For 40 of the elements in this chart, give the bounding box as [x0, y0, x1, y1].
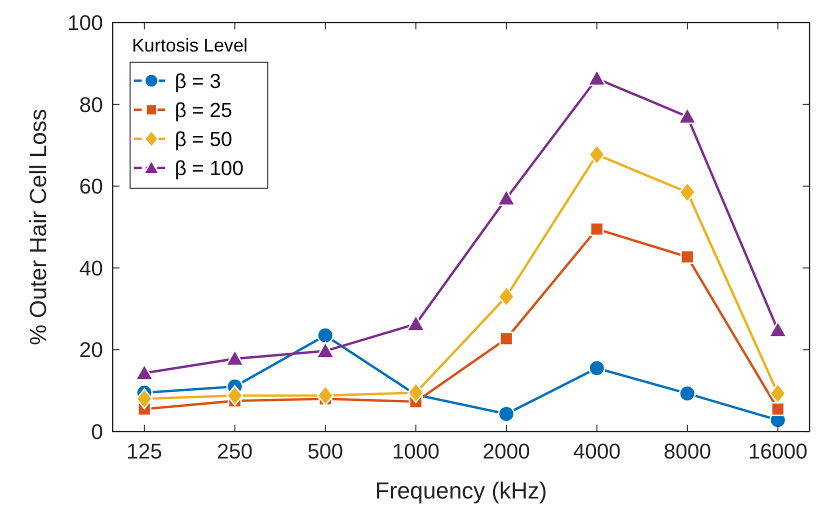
point — [316, 385, 334, 406]
x-tick-label: 125 — [126, 440, 162, 464]
point — [678, 385, 696, 402]
x-tick-label: 1000 — [392, 440, 440, 464]
point — [136, 388, 153, 410]
legend-label: β = 100 — [174, 158, 244, 180]
y-tick-label: 40 — [79, 256, 104, 280]
legend-label: β = 25 — [174, 100, 232, 122]
x-axis-title: Frequency (kHz) — [375, 477, 548, 504]
point — [498, 286, 515, 307]
point — [498, 405, 515, 422]
x-tick-label: 250 — [217, 440, 253, 464]
legend-label: β = 50 — [174, 128, 232, 151]
x-tick-label: 4000 — [573, 440, 621, 464]
point — [590, 222, 604, 236]
point — [316, 326, 334, 344]
y-axis-title: % Outer Hair Cell Loss — [24, 108, 51, 346]
point — [316, 342, 335, 358]
point — [406, 314, 426, 332]
point — [499, 332, 514, 346]
point — [680, 250, 694, 264]
point — [226, 385, 244, 406]
point — [770, 402, 785, 416]
y-tick-label: 80 — [79, 92, 104, 117]
y-tick-label: 100 — [67, 11, 104, 35]
point — [768, 320, 788, 338]
point — [407, 382, 424, 404]
legend-label: β = 3 — [174, 70, 221, 93]
y-tick-label: 60 — [79, 174, 104, 199]
x-tick-label: 16000 — [748, 440, 808, 464]
point — [588, 144, 606, 166]
point — [769, 383, 786, 404]
y-tick-label: 20 — [79, 338, 104, 362]
point — [678, 182, 696, 203]
x-tick-label: 2000 — [482, 440, 530, 464]
legend-title: Kurtosis Level — [132, 34, 248, 56]
x-tick-label: 8000 — [664, 440, 712, 464]
y-tick-label: 0 — [91, 420, 104, 444]
x-tick-label: 500 — [308, 440, 344, 464]
point — [588, 360, 606, 377]
